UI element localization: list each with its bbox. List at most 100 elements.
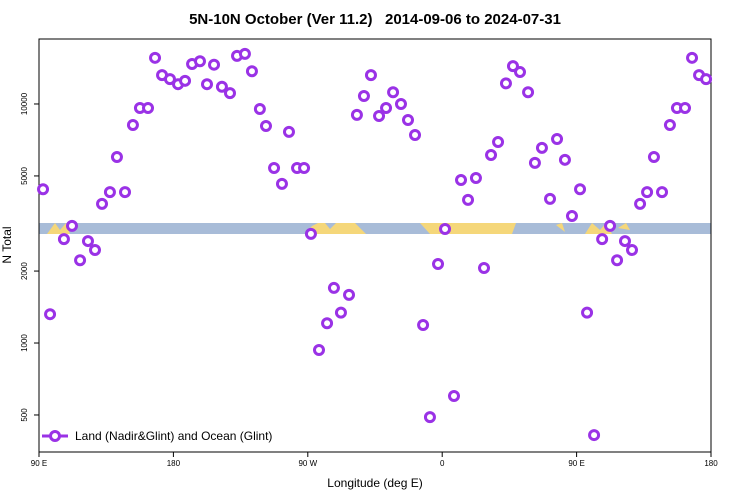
data-point (238, 47, 251, 60)
legend: Land (Nadir&Glint) and Ocean (Glint) (42, 429, 272, 443)
plot-frame (38, 38, 712, 453)
y-tick-label: 1000 (20, 334, 29, 352)
x-tick-label: 90 W (298, 459, 317, 468)
data-point (478, 261, 491, 274)
data-point (641, 186, 654, 199)
data-point (193, 55, 206, 68)
data-point (334, 306, 347, 319)
data-point (611, 254, 624, 267)
data-point (581, 306, 594, 319)
data-point (275, 177, 288, 190)
data-point (149, 51, 162, 64)
data-point (634, 197, 647, 210)
data-point (686, 51, 699, 64)
y-axis-label: N Total (0, 226, 14, 263)
data-point (485, 148, 498, 161)
data-point (499, 77, 512, 90)
data-point (119, 186, 132, 199)
data-point (394, 97, 407, 110)
data-point (208, 58, 221, 71)
data-point (544, 192, 557, 205)
y-tick-label: 2000 (20, 262, 29, 280)
data-point (321, 317, 334, 330)
data-point (201, 78, 213, 91)
x-tick-label: 180 (167, 459, 181, 468)
data-point (57, 233, 70, 246)
data-point (373, 109, 386, 122)
data-point (74, 254, 87, 267)
data-point (402, 113, 415, 126)
data-point (647, 151, 660, 164)
data-point (447, 390, 460, 403)
data-point (455, 173, 468, 186)
data-point (528, 156, 541, 169)
x-tick-label: 180 (704, 459, 718, 468)
data-point (535, 141, 548, 154)
data-point (700, 73, 713, 86)
data-point (66, 219, 79, 232)
data-point (179, 74, 192, 87)
data-point (126, 118, 139, 131)
data-point (163, 73, 176, 86)
data-point (514, 66, 527, 79)
data-point (37, 183, 50, 196)
data-point (364, 69, 377, 82)
data-point (551, 132, 564, 145)
data-point (44, 308, 57, 321)
data-point (596, 233, 609, 246)
data-point (522, 86, 535, 99)
data-point (357, 89, 370, 102)
data-point (558, 153, 571, 166)
data-point (89, 243, 101, 256)
data-point (380, 102, 393, 115)
data-point (387, 86, 400, 99)
data-point (215, 80, 228, 93)
data-point (343, 288, 356, 301)
chart-title: 5N-10N October (Ver 11.2) 2014-09-06 to … (189, 11, 561, 28)
data-point (313, 343, 325, 356)
data-point (350, 108, 363, 121)
data-point (253, 102, 266, 115)
x-tick-label: 90 E (568, 459, 584, 468)
x-axis-label: Longitude (deg E) (327, 476, 422, 490)
data-point (103, 186, 116, 199)
x-tick-label: 90 E (31, 459, 47, 468)
data-point (423, 411, 436, 424)
data-point (282, 125, 295, 138)
data-point (327, 281, 340, 294)
legend-label: Land (Nadir&Glint) and Ocean (Glint) (75, 429, 272, 443)
data-point (439, 222, 452, 235)
data-point (492, 136, 505, 149)
data-point (259, 119, 272, 132)
data-point (96, 197, 109, 210)
y-tick-label: 500 (20, 408, 29, 422)
data-point (142, 102, 155, 115)
data-point (110, 151, 123, 164)
data-point (417, 318, 430, 331)
data-point (304, 227, 317, 240)
data-point (604, 219, 617, 232)
data-point (469, 172, 482, 185)
y-tick-label: 10000 (20, 92, 29, 115)
y-tick-label: 5000 (20, 166, 29, 184)
legend-marker (49, 430, 61, 442)
data-point (506, 60, 519, 73)
data-point (618, 235, 631, 248)
data-point (81, 235, 94, 248)
data-point (245, 65, 258, 78)
data-point (223, 87, 236, 100)
data-point (656, 186, 669, 199)
data-point (268, 161, 281, 174)
data-point (679, 102, 692, 115)
data-point (565, 209, 578, 222)
data-point (462, 193, 475, 206)
data-point (409, 128, 422, 141)
data-point (298, 161, 311, 174)
data-point (626, 243, 639, 256)
data-point (588, 429, 601, 442)
data-point (574, 183, 587, 196)
data-point (432, 258, 445, 271)
data-point (663, 118, 676, 131)
x-tick-label: 0 (440, 459, 445, 468)
